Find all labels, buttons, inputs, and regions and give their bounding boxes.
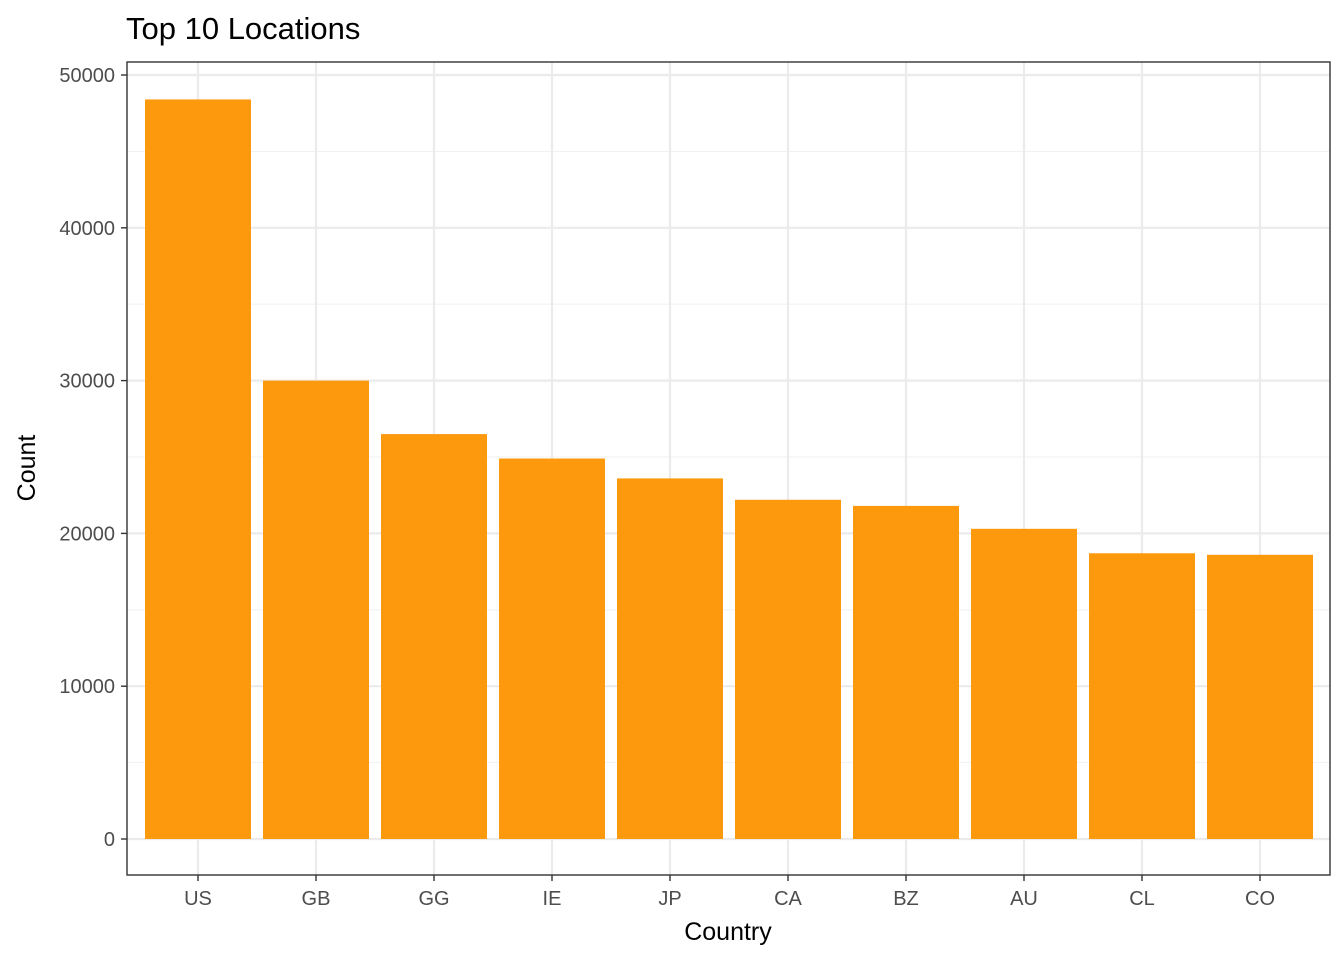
bar-co (1207, 554, 1313, 839)
x-axis-title: Country (684, 918, 772, 946)
x-tick-label: GG (418, 888, 449, 910)
bar-ca (735, 499, 841, 839)
bar-us (145, 99, 251, 839)
chart-title: Top 10 Locations (126, 11, 360, 46)
bar-cl (1089, 553, 1195, 839)
x-tick-label: AU (1010, 888, 1038, 910)
y-tick-label: 20000 (59, 523, 115, 545)
panel-border (126, 61, 1331, 876)
y-tick-label: 50000 (59, 65, 115, 87)
y-tick-label: 40000 (59, 218, 115, 240)
bar-au (971, 528, 1077, 839)
y-tick-label: 10000 (59, 676, 115, 698)
x-tick-label: CA (774, 888, 802, 910)
y-axis: 0 10000 20000 30000 40000 50000 (59, 65, 127, 851)
bar-gg (381, 434, 487, 839)
x-tick-label: IE (543, 888, 562, 910)
x-tick-label: CL (1129, 888, 1155, 910)
bar-bz (853, 505, 959, 839)
plot-panel (126, 61, 1331, 876)
y-tick-label: 30000 (59, 371, 115, 393)
bar-gb (263, 380, 369, 839)
x-tick-label: BZ (893, 888, 919, 910)
x-tick-label: GB (302, 888, 331, 910)
bar-jp (617, 478, 723, 839)
x-tick-label: US (184, 888, 212, 910)
bar-ie (499, 458, 605, 839)
x-tick-label: CO (1245, 888, 1275, 910)
bars (145, 99, 1313, 839)
x-tick-label: JP (658, 888, 681, 910)
y-tick-label: 0 (104, 829, 115, 851)
y-axis-title: Count (13, 435, 41, 502)
x-axis: US GB GG IE JP CA BZ AU CL CO (184, 875, 1275, 910)
